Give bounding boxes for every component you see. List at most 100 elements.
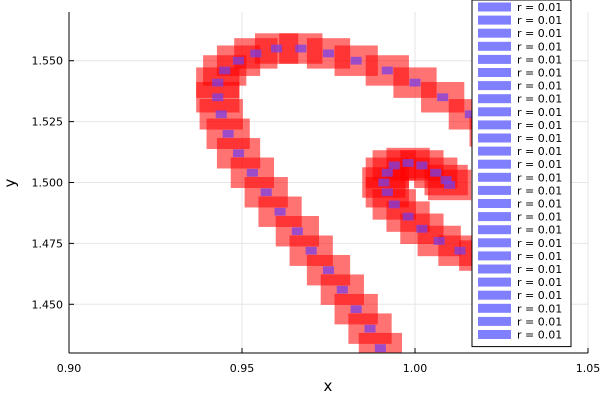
legend-swatch bbox=[478, 185, 511, 195]
legend-label: r = 0.01 bbox=[517, 329, 562, 342]
legend-label: r = 0.01 bbox=[517, 263, 562, 276]
data-point bbox=[350, 305, 362, 314]
data-point bbox=[381, 168, 393, 177]
legend-swatch bbox=[478, 303, 511, 313]
data-point bbox=[440, 176, 452, 184]
data-point bbox=[322, 49, 335, 58]
x-tick-label: 0.90 bbox=[57, 362, 82, 375]
legend-swatch bbox=[478, 330, 511, 339]
legend-label: r = 0.01 bbox=[517, 40, 562, 53]
legend-swatch bbox=[478, 81, 511, 91]
data-point bbox=[374, 344, 386, 353]
data-point bbox=[305, 246, 317, 255]
legend-swatch bbox=[478, 290, 511, 300]
data-point bbox=[295, 44, 307, 53]
legend-swatch bbox=[478, 277, 511, 287]
data-point bbox=[291, 227, 303, 236]
data-point bbox=[437, 93, 449, 102]
legend-swatch bbox=[478, 28, 511, 38]
legend-label: r = 0.01 bbox=[517, 211, 562, 224]
data-point bbox=[416, 224, 428, 233]
data-point bbox=[402, 159, 414, 167]
data-point bbox=[215, 110, 227, 119]
data-point bbox=[219, 66, 231, 75]
data-point bbox=[222, 129, 234, 138]
plot-area bbox=[196, 33, 562, 353]
data-point bbox=[350, 56, 362, 65]
legend-swatch bbox=[478, 238, 511, 248]
data-point bbox=[388, 200, 400, 209]
legend-label: r = 0.01 bbox=[517, 302, 562, 315]
y-tick-label: 1.550 bbox=[32, 55, 64, 68]
legend-swatch bbox=[478, 225, 511, 235]
data-point bbox=[271, 44, 283, 53]
legend-swatch bbox=[478, 2, 511, 12]
data-point bbox=[250, 49, 262, 58]
legend-swatch bbox=[478, 159, 511, 169]
data-point bbox=[416, 161, 428, 170]
legend-swatch bbox=[478, 120, 511, 130]
data-point bbox=[381, 188, 393, 197]
x-tick-label: 0.95 bbox=[230, 362, 255, 375]
legend-swatch bbox=[478, 199, 511, 208]
legend-label: r = 0.01 bbox=[517, 145, 562, 158]
legend-swatch bbox=[478, 251, 511, 261]
data-point bbox=[402, 212, 414, 221]
data-point bbox=[464, 110, 476, 119]
data-point bbox=[212, 93, 224, 102]
data-point bbox=[260, 188, 272, 197]
legend-label: r = 0.01 bbox=[517, 276, 562, 289]
x-tick-label: 1.05 bbox=[576, 362, 600, 375]
legend-swatch bbox=[478, 172, 511, 182]
legend-label: r = 0.01 bbox=[517, 224, 562, 237]
x-ticks: 0.90 0.95 1.00 1.05 bbox=[57, 348, 600, 375]
y-ticks: 1.450 1.475 1.500 1.525 1.550 bbox=[32, 55, 74, 311]
legend-label: r = 0.01 bbox=[517, 80, 562, 93]
y-tick-label: 1.525 bbox=[32, 116, 64, 129]
legend-label: r = 0.01 bbox=[517, 158, 562, 171]
data-point bbox=[212, 78, 224, 87]
legend-label: r = 0.01 bbox=[517, 289, 562, 302]
legend: r = 0.01r = 0.01r = 0.01r = 0.01r = 0.01… bbox=[471, 0, 572, 348]
data-point bbox=[381, 66, 393, 75]
y-tick-label: 1.500 bbox=[32, 177, 64, 190]
y-tick-label: 1.450 bbox=[32, 298, 64, 311]
y-axis-label: y bbox=[1, 178, 19, 187]
legend-label: r = 0.01 bbox=[517, 184, 562, 197]
data-point bbox=[364, 324, 376, 333]
legend-label: r = 0.01 bbox=[517, 132, 562, 145]
legend-label: r = 0.01 bbox=[517, 93, 562, 106]
data-point bbox=[454, 246, 466, 255]
legend-swatch bbox=[478, 54, 511, 64]
legend-label: r = 0.01 bbox=[517, 27, 562, 40]
legend-label: r = 0.01 bbox=[517, 53, 562, 66]
legend-label: r = 0.01 bbox=[517, 14, 562, 27]
data-point bbox=[388, 161, 400, 170]
y-tick-label: 1.475 bbox=[32, 237, 64, 250]
legend-swatch bbox=[478, 15, 511, 25]
legend-swatch bbox=[478, 68, 511, 77]
legend-swatch bbox=[478, 94, 511, 104]
legend-swatch bbox=[478, 212, 511, 222]
legend-label: r = 0.01 bbox=[517, 106, 562, 119]
data-point bbox=[444, 181, 456, 189]
legend-label: r = 0.01 bbox=[517, 237, 562, 250]
legend-label: r = 0.01 bbox=[517, 67, 562, 80]
legend-swatch bbox=[478, 107, 511, 117]
legend-swatch bbox=[478, 41, 511, 51]
legend-swatch bbox=[478, 146, 511, 156]
legend-label: r = 0.01 bbox=[517, 315, 562, 328]
data-point bbox=[233, 56, 245, 65]
legend-label: r = 0.01 bbox=[517, 119, 562, 132]
legend-swatch bbox=[478, 133, 511, 143]
legend-label: r = 0.01 bbox=[517, 198, 562, 211]
data-point bbox=[409, 78, 421, 87]
legend-label: r = 0.01 bbox=[517, 1, 562, 14]
data-point bbox=[322, 266, 335, 275]
legend-swatch bbox=[478, 316, 511, 326]
data-point bbox=[433, 237, 445, 245]
data-point bbox=[336, 285, 348, 294]
x-axis-label: x bbox=[324, 377, 333, 395]
legend-label: r = 0.01 bbox=[517, 250, 562, 263]
